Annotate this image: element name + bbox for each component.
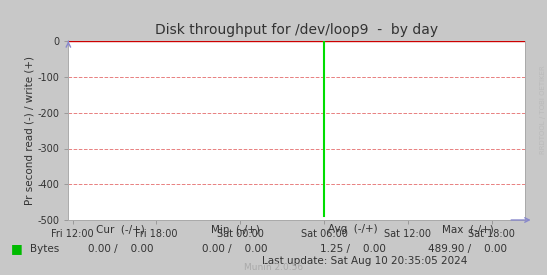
Text: 1.25 /    0.00: 1.25 / 0.00 [320, 244, 386, 254]
Text: 0.00 /    0.00: 0.00 / 0.00 [202, 244, 268, 254]
Text: 0.00 /    0.00: 0.00 / 0.00 [88, 244, 153, 254]
Text: Cur  (-/+): Cur (-/+) [96, 224, 145, 234]
Text: RRDTOOL / TOBI OETIKER: RRDTOOL / TOBI OETIKER [540, 66, 546, 154]
Title: Disk throughput for /dev/loop9  -  by day: Disk throughput for /dev/loop9 - by day [155, 23, 438, 37]
Text: Max  (-/+): Max (-/+) [442, 224, 493, 234]
Text: Last update: Sat Aug 10 20:35:05 2024: Last update: Sat Aug 10 20:35:05 2024 [263, 256, 468, 266]
Text: 489.90 /    0.00: 489.90 / 0.00 [428, 244, 507, 254]
Text: Avg  (-/+): Avg (-/+) [328, 224, 377, 234]
Text: Munin 2.0.56: Munin 2.0.56 [244, 263, 303, 272]
Text: Bytes: Bytes [30, 244, 59, 254]
Text: ■: ■ [11, 242, 22, 255]
Text: Min  (-/+): Min (-/+) [211, 224, 260, 234]
Y-axis label: Pr second read (-) / write (+): Pr second read (-) / write (+) [25, 56, 34, 205]
